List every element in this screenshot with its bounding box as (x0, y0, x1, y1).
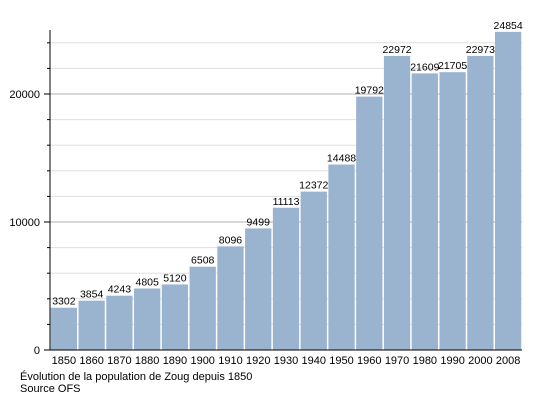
bar-2000 (467, 55, 494, 351)
data-label-1900: 6508 (191, 255, 215, 267)
bar-2008 (494, 31, 522, 350)
bars (50, 31, 522, 351)
bar-1930 (272, 207, 300, 350)
bar-1850 (50, 307, 78, 350)
x-tick-label: 2000 (468, 355, 492, 367)
x-tick-label: 1980 (413, 355, 437, 367)
data-label-1860: 3854 (80, 289, 104, 301)
x-tick-label: 1970 (385, 355, 409, 367)
labels: 3302 1850 3854 1860 4243 1870 4805 1880 5120 1890… (9, 20, 522, 367)
data-label-1980: 21609 (410, 61, 439, 73)
data-label-1850: 3302 (52, 296, 76, 308)
bar-1990 (439, 72, 466, 351)
bar-1940 (300, 191, 327, 350)
x-tick-label: 1850 (52, 355, 76, 367)
data-label-2000: 22973 (466, 44, 495, 56)
bar-1900 (189, 266, 216, 350)
y-tick-label: 20000 (9, 89, 40, 101)
y-tick-label: 0 (34, 345, 40, 357)
population-bar-chart: 3302 1850 3854 1860 4243 1870 4805 1880 5120 1890… (9, 20, 522, 367)
x-tick-label: 1960 (357, 355, 381, 367)
data-label-1940: 12372 (299, 180, 328, 192)
chart-caption: Évolution de la population de Zoug depui… (20, 371, 253, 383)
data-label-1920: 9499 (247, 216, 271, 228)
x-tick-label: 1860 (79, 355, 103, 367)
x-tick-label: 1870 (107, 355, 131, 367)
source-note: Source OFS (20, 383, 81, 395)
data-label-1990: 21705 (438, 60, 467, 72)
x-tick-label: 1930 (274, 355, 298, 367)
bar-1950 (328, 164, 355, 350)
x-tick-label: 1920 (246, 355, 270, 367)
axes (44, 30, 522, 351)
x-tick-label: 1900 (190, 355, 214, 367)
x-tick-label: 2008 (496, 355, 520, 367)
bar-1870 (106, 295, 133, 350)
data-label-1950: 14488 (327, 153, 356, 165)
bar-1970 (383, 55, 411, 350)
bar-1960 (356, 96, 383, 350)
data-label-1970: 22972 (382, 44, 411, 56)
x-tick-label: 1940 (302, 355, 326, 367)
data-label-1930: 11113 (273, 196, 300, 208)
data-label-1960: 19792 (355, 85, 384, 97)
data-label-1870: 4243 (108, 284, 132, 296)
bar-1980 (411, 73, 438, 351)
x-tick-label: 1910 (218, 355, 242, 367)
bar-1920 (245, 228, 272, 350)
x-tick-label: 1990 (440, 355, 464, 367)
data-label-1890: 5120 (163, 272, 187, 284)
y-tick-label: 10000 (9, 217, 40, 229)
x-tick-label: 1890 (163, 355, 187, 367)
bar-1880 (134, 288, 161, 350)
bar-1910 (217, 246, 244, 350)
bar-1890 (161, 284, 189, 350)
bar-1860 (78, 300, 105, 350)
data-label-2008: 24854 (494, 20, 523, 32)
x-tick-label: 1950 (329, 355, 353, 367)
data-label-1910: 8096 (219, 234, 243, 246)
data-label-1880: 4805 (135, 276, 159, 288)
x-tick-label: 1880 (135, 355, 159, 367)
